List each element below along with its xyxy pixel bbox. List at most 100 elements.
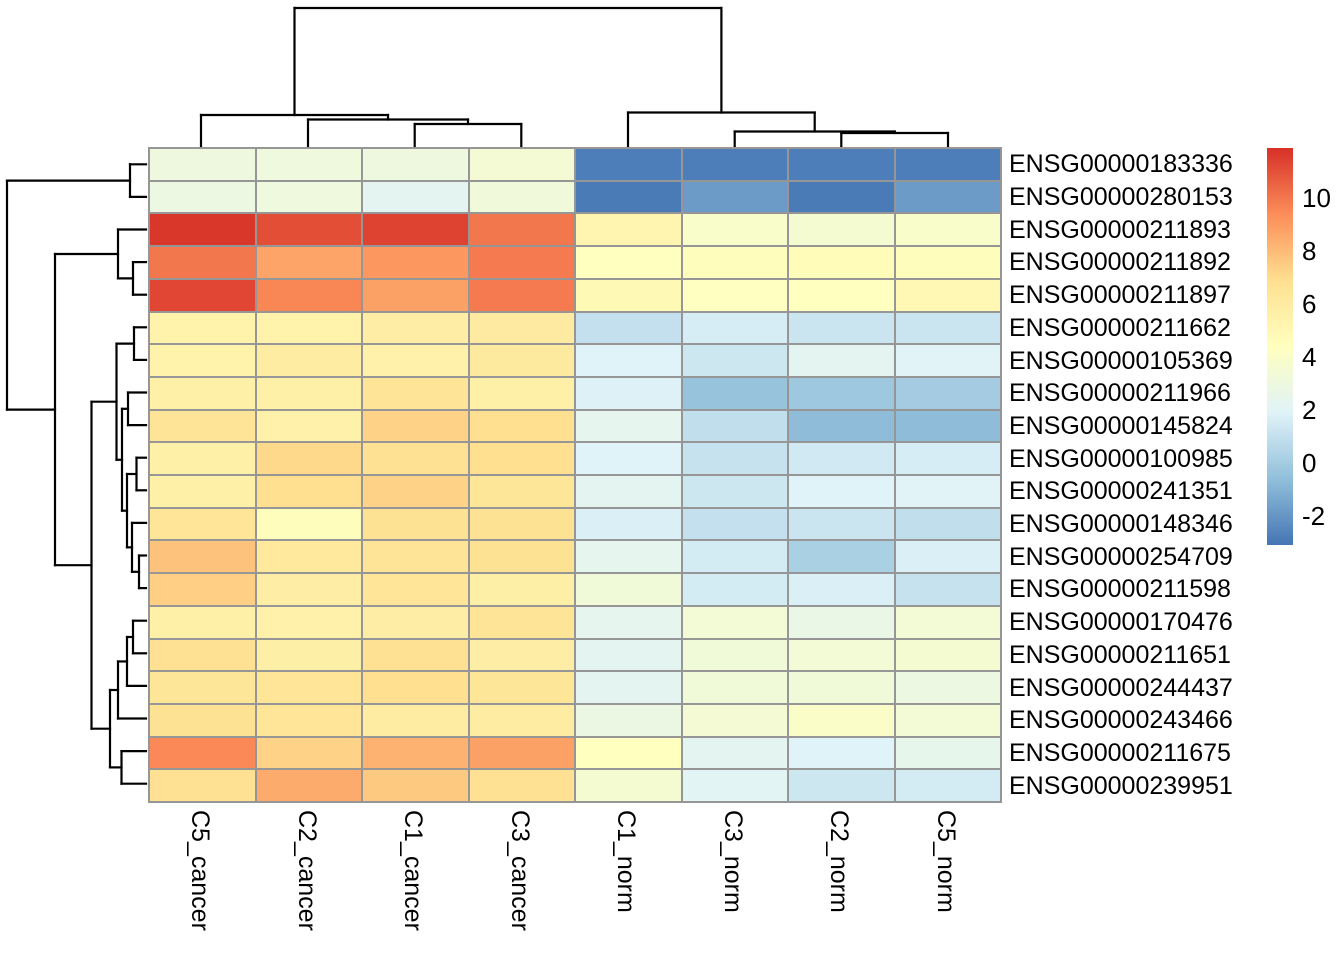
legend-tick-label: 10 <box>1302 183 1331 214</box>
heatmap-cell <box>682 704 787 736</box>
heatmap-cell <box>789 704 894 736</box>
heatmap-cell <box>363 476 468 507</box>
heatmap-cell <box>256 541 361 573</box>
heatmap-cell <box>789 737 894 769</box>
row-label: ENSG00000211892 <box>1009 248 1231 277</box>
row-label: ENSG00000183336 <box>1009 150 1233 179</box>
heatmap-cell <box>469 312 574 344</box>
heatmap-cell <box>469 737 574 769</box>
legend-tick-label: 6 <box>1302 289 1317 320</box>
column-label: C1_norm <box>612 810 641 913</box>
heatmap-cell <box>150 345 255 376</box>
heatmap-cell <box>363 410 468 442</box>
heatmap-cell <box>895 606 1000 638</box>
heatmap-cell <box>469 279 574 311</box>
row-label: ENSG00000105369 <box>1009 346 1233 375</box>
heatmap-cell <box>789 247 894 278</box>
row-label: ENSG00000148346 <box>1009 510 1233 539</box>
heatmap-cell <box>682 377 787 409</box>
heatmap-cell <box>576 672 681 703</box>
heatmap-cell <box>895 279 1000 311</box>
column-dendrogram <box>199 6 950 148</box>
heatmap-cell <box>363 672 468 703</box>
heatmap-cell <box>150 279 255 311</box>
heatmap-cell <box>469 149 574 180</box>
heatmap-cell <box>895 443 1000 474</box>
heatmap-cell <box>150 149 255 180</box>
heatmap-cell <box>682 508 787 540</box>
column-label: C2_cancer <box>292 810 321 931</box>
heatmap-cell <box>682 410 787 442</box>
heatmap-cell <box>682 247 787 278</box>
heatmap-cell <box>576 149 681 180</box>
heatmap-cell <box>363 443 468 474</box>
heatmap-cell <box>469 541 574 573</box>
heatmap-cell <box>363 312 468 344</box>
heatmap-cell <box>576 279 681 311</box>
heatmap-cell <box>150 574 255 605</box>
heatmap-cell <box>363 541 468 573</box>
heatmap-cell <box>469 574 574 605</box>
heatmap-cell <box>256 410 361 442</box>
heatmap-cell <box>682 149 787 180</box>
heatmap-cell <box>150 606 255 638</box>
legend-tick-label: 8 <box>1302 236 1317 267</box>
heatmap-cell <box>576 214 681 246</box>
row-label: ENSG00000211897 <box>1009 281 1231 310</box>
heatmap-cell <box>256 639 361 671</box>
heatmap-cell <box>576 704 681 736</box>
heatmap-cell <box>469 508 574 540</box>
heatmap-cell <box>256 149 361 180</box>
heatmap-cell <box>789 639 894 671</box>
row-label: ENSG00000243466 <box>1009 706 1233 735</box>
heatmap-cell <box>576 377 681 409</box>
heatmap-cell <box>895 476 1000 507</box>
heatmap-cell <box>576 476 681 507</box>
heatmap-cell <box>576 770 681 801</box>
heatmap-cell <box>789 377 894 409</box>
heatmap-cell <box>576 410 681 442</box>
heatmap-cell <box>363 639 468 671</box>
heatmap-cell <box>363 574 468 605</box>
row-label: ENSG00000241351 <box>1009 477 1233 506</box>
heatmap-cell <box>895 672 1000 703</box>
heatmap-cell <box>895 410 1000 442</box>
heatmap-cell <box>150 541 255 573</box>
row-label: ENSG00000100985 <box>1009 444 1233 473</box>
column-label: C1_cancer <box>399 810 428 931</box>
heatmap-cell <box>895 704 1000 736</box>
heatmap-cell <box>682 443 787 474</box>
heatmap-cell <box>895 181 1000 213</box>
heatmap-cell <box>150 377 255 409</box>
heatmap-cell <box>789 345 894 376</box>
heatmap-cell <box>789 476 894 507</box>
column-label: C5_norm <box>931 810 960 913</box>
heatmap-cell <box>789 574 894 605</box>
row-label: ENSG00000254709 <box>1009 542 1233 571</box>
heatmap-cell <box>682 214 787 246</box>
heatmap-cell <box>150 508 255 540</box>
heatmap-cell <box>895 377 1000 409</box>
heatmap-cell <box>150 410 255 442</box>
heatmap-cell <box>682 345 787 376</box>
heatmap-cell <box>256 345 361 376</box>
heatmap-cell <box>363 149 468 180</box>
heatmap-cell <box>682 639 787 671</box>
heatmap-cell <box>789 149 894 180</box>
heatmap-cell <box>576 508 681 540</box>
heatmap-cell <box>256 443 361 474</box>
heatmap-cell <box>576 443 681 474</box>
heatmap-cell <box>469 639 574 671</box>
heatmap-cell <box>682 770 787 801</box>
heatmap-cell <box>469 770 574 801</box>
heatmap-grid <box>148 147 1002 803</box>
heatmap-cell <box>469 214 574 246</box>
heatmap-cell <box>363 214 468 246</box>
heatmap-cell <box>789 279 894 311</box>
heatmap-cell <box>895 345 1000 376</box>
heatmap-cell <box>895 639 1000 671</box>
heatmap-cell <box>682 672 787 703</box>
heatmap-cell <box>469 443 574 474</box>
